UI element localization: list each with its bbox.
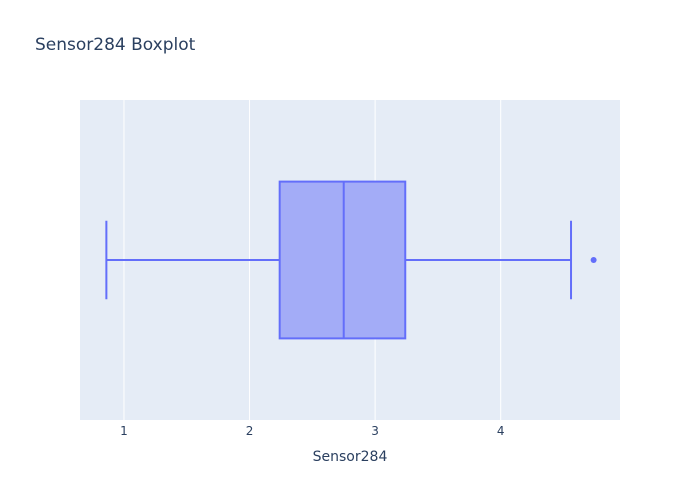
iqr-box: [278, 180, 407, 340]
x-axis-title: Sensor284: [313, 449, 388, 465]
box-series: [105, 180, 597, 340]
x-tick-label: 3: [371, 424, 379, 438]
outlier-point: [590, 257, 597, 263]
x-tick-label: 2: [246, 424, 254, 438]
x-tick-label: 4: [497, 424, 505, 438]
chart-title: Sensor284 Boxplot: [35, 35, 196, 55]
x-tick-label: 1: [120, 424, 128, 438]
box-plot: [105, 180, 597, 340]
x-tick-labels: 1 2 3 4: [120, 424, 504, 438]
